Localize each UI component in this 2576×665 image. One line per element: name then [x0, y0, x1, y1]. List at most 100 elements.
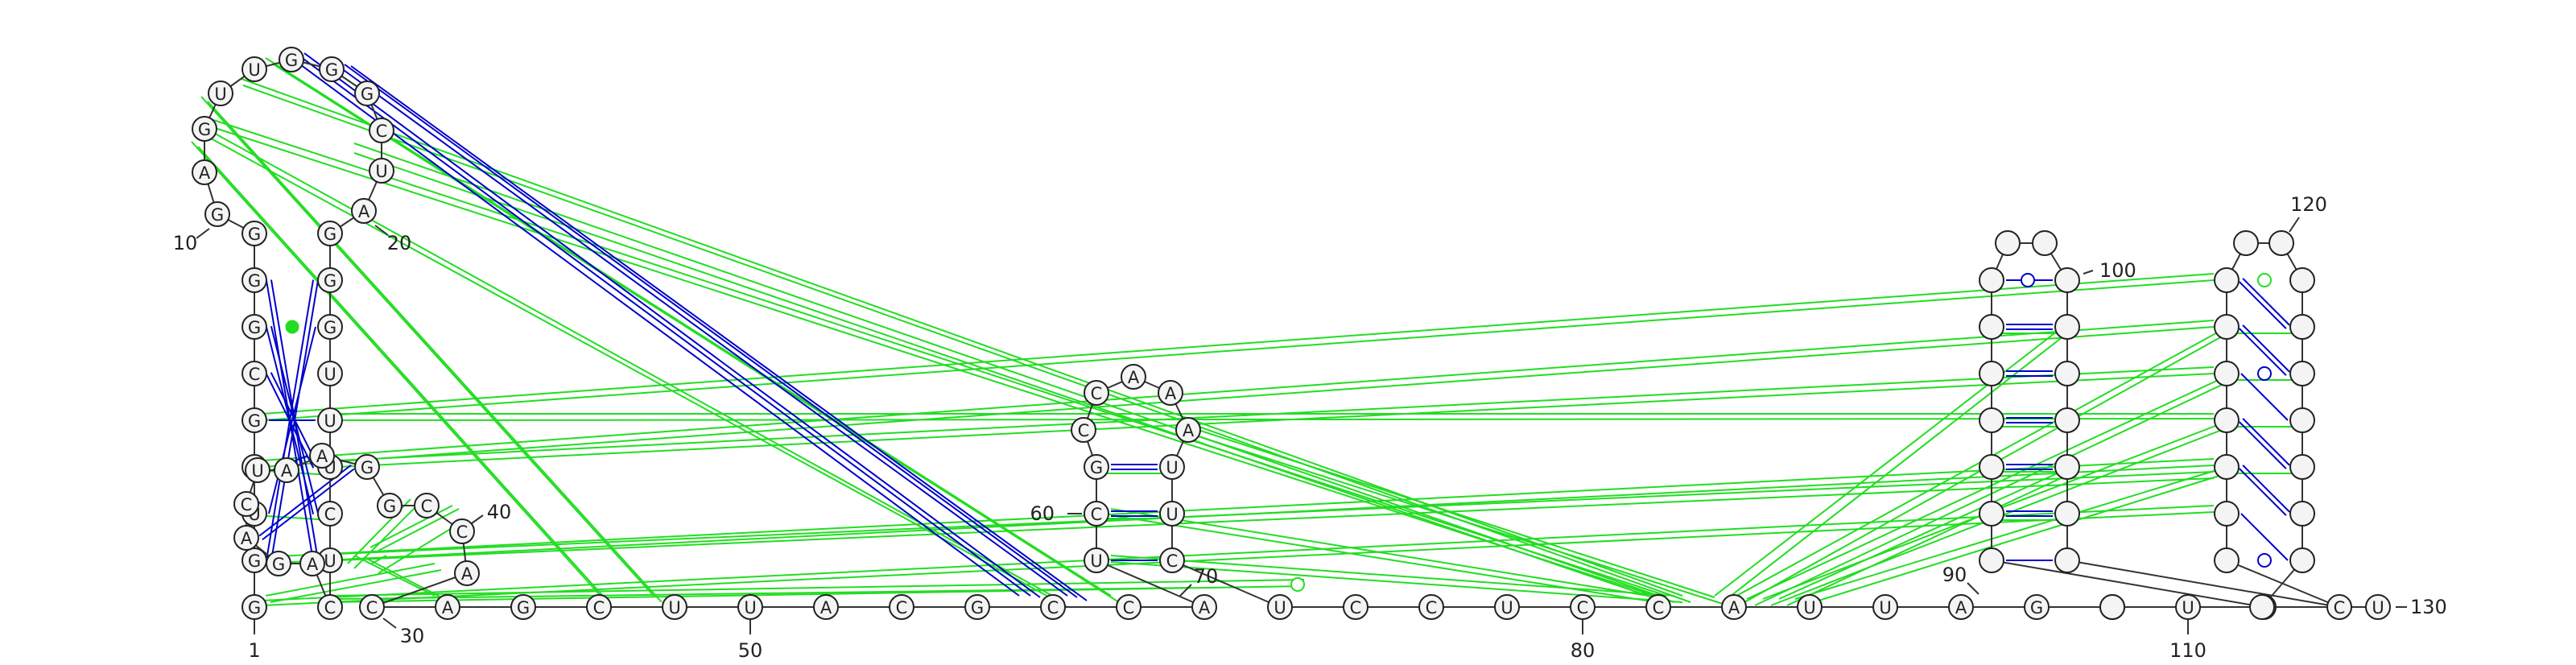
nucleotide-letter: A [307, 555, 319, 574]
nucleotide-letter: U [2372, 598, 2384, 618]
nucleotide-circle [2289, 314, 2315, 340]
nucleotide-letter: C [421, 497, 433, 516]
noncanonical-interaction [1714, 328, 2062, 597]
number-label: 120 [2290, 193, 2327, 216]
backbone-segment [1096, 560, 1205, 608]
nucleotide-circle [2054, 454, 2080, 480]
nucleotide-circle [1121, 364, 1146, 390]
nucleotide-letter: U [214, 85, 226, 104]
number-tick [2083, 270, 2094, 275]
nucleotide-circle [435, 594, 460, 620]
nucleotide-circle [1084, 380, 1109, 406]
nucleotide-circle [1995, 230, 2021, 256]
nucleotide-letter: G [211, 205, 224, 225]
nucleotide-circle [351, 198, 377, 224]
nucleotide-letter: A [281, 461, 293, 481]
noncanonical-interaction [1110, 555, 1675, 597]
nucleotide-letter: U [1090, 551, 1102, 571]
nucleotide-letter: G [324, 318, 336, 337]
nucleotide-letter: A [358, 202, 370, 221]
nucleotide-letter: C [1091, 384, 1103, 403]
nucleotide-circle [317, 314, 343, 340]
nucleotide-circle [2289, 267, 2315, 293]
noncanonical-interaction [1802, 474, 2223, 606]
nucleotide-letter: A [461, 564, 473, 584]
nucleotide-letter: C [1047, 598, 1059, 618]
nucleotide-circle [1159, 547, 1185, 573]
nucleotide-letter: A [199, 163, 211, 183]
nucleotide-circle [369, 118, 394, 143]
canonical-pair [2240, 513, 2289, 561]
nucleotide-letter: A [1128, 368, 1140, 387]
nucleotide-circle [317, 267, 343, 293]
noncanonical-interaction [262, 458, 2215, 558]
nucleotide-circle [510, 594, 536, 620]
nucleotide-circle [1570, 594, 1596, 620]
noncanonical-interaction [265, 57, 1112, 597]
nucleotide-letter: A [241, 529, 253, 548]
nucleotide-letter: C [324, 505, 336, 524]
nucleotide-letter: A [1165, 384, 1177, 403]
canonical-base-pairs [258, 52, 2290, 601]
nucleotide-letter: U [2182, 598, 2194, 618]
nucleotide-letter: G [517, 598, 530, 618]
canonical-pair [2242, 465, 2290, 513]
nucleotide-circle [233, 525, 259, 551]
canonical-pair [291, 57, 1020, 597]
nucleotide-letter: U [248, 60, 260, 80]
noncanonical-interaction [353, 503, 419, 569]
nucleotide-circle [242, 267, 267, 293]
nucleotide-circle [1494, 594, 1520, 620]
nucleotide-circle [317, 221, 343, 246]
nucleotide-circle [2214, 547, 2240, 573]
nucleotide-letter: C [1350, 598, 1362, 618]
nucleotide-circle [1116, 594, 1141, 620]
nucleotide-letter: G [325, 60, 338, 80]
nucleotide-circle [737, 594, 763, 620]
number-label: 70 [1194, 565, 1219, 588]
nucleotide-circle [2054, 314, 2080, 340]
noncanonical-interaction [378, 508, 460, 551]
nucleotide-circle [2175, 594, 2201, 620]
noncanonical-interaction [369, 505, 453, 548]
nucleotide-circle [242, 314, 267, 340]
nucleotide-circle [1071, 417, 1096, 443]
nucleotide-letter: C [593, 598, 605, 618]
number-label: 60 [1030, 502, 1055, 525]
nucleotide-circle [1343, 594, 1368, 620]
nucleotide-circle [2054, 407, 2080, 433]
nucleotide-circle [1721, 594, 1747, 620]
nucleotide-letter: G [248, 598, 261, 618]
nucleotide-circle [1084, 547, 1109, 573]
nucleotide-circle [204, 201, 230, 227]
number-tick [374, 225, 389, 236]
nucleotide-letter: G [248, 551, 261, 571]
nucleotide-circle [454, 560, 480, 586]
canonical-pair [2242, 324, 2290, 373]
nucleotide-circle [1979, 454, 2004, 480]
number-label: 90 [1942, 564, 1967, 586]
number-label: 110 [2169, 639, 2207, 662]
noncanonical-interaction [1187, 426, 1715, 598]
nucleotide-letter: G [324, 225, 336, 244]
nucleotide-circle [317, 407, 343, 433]
nucleotide-circle [1159, 501, 1185, 527]
nucleotide-circle [2289, 361, 2315, 386]
noncanonical-interaction [337, 587, 1192, 600]
noncanonical-interaction [363, 556, 448, 601]
nucleotide-circle [317, 361, 343, 386]
noncanonical-interaction [337, 418, 2215, 421]
nucleotide-circle [1175, 417, 1201, 443]
nucleotide-circle [1948, 594, 1974, 620]
canonical-pair [2242, 278, 2290, 326]
noncanonical-interaction [191, 141, 601, 597]
nucleotide-circle [242, 407, 267, 433]
pair-marker [2257, 553, 2272, 568]
nucleotide-circle [2268, 230, 2294, 256]
noncanonical-interaction [270, 569, 442, 603]
nucleotide-circle [2289, 454, 2315, 480]
noncanonical-interaction [262, 279, 2215, 421]
noncanonical-interaction [262, 273, 2215, 415]
nucleotide-letter: U [324, 365, 336, 384]
